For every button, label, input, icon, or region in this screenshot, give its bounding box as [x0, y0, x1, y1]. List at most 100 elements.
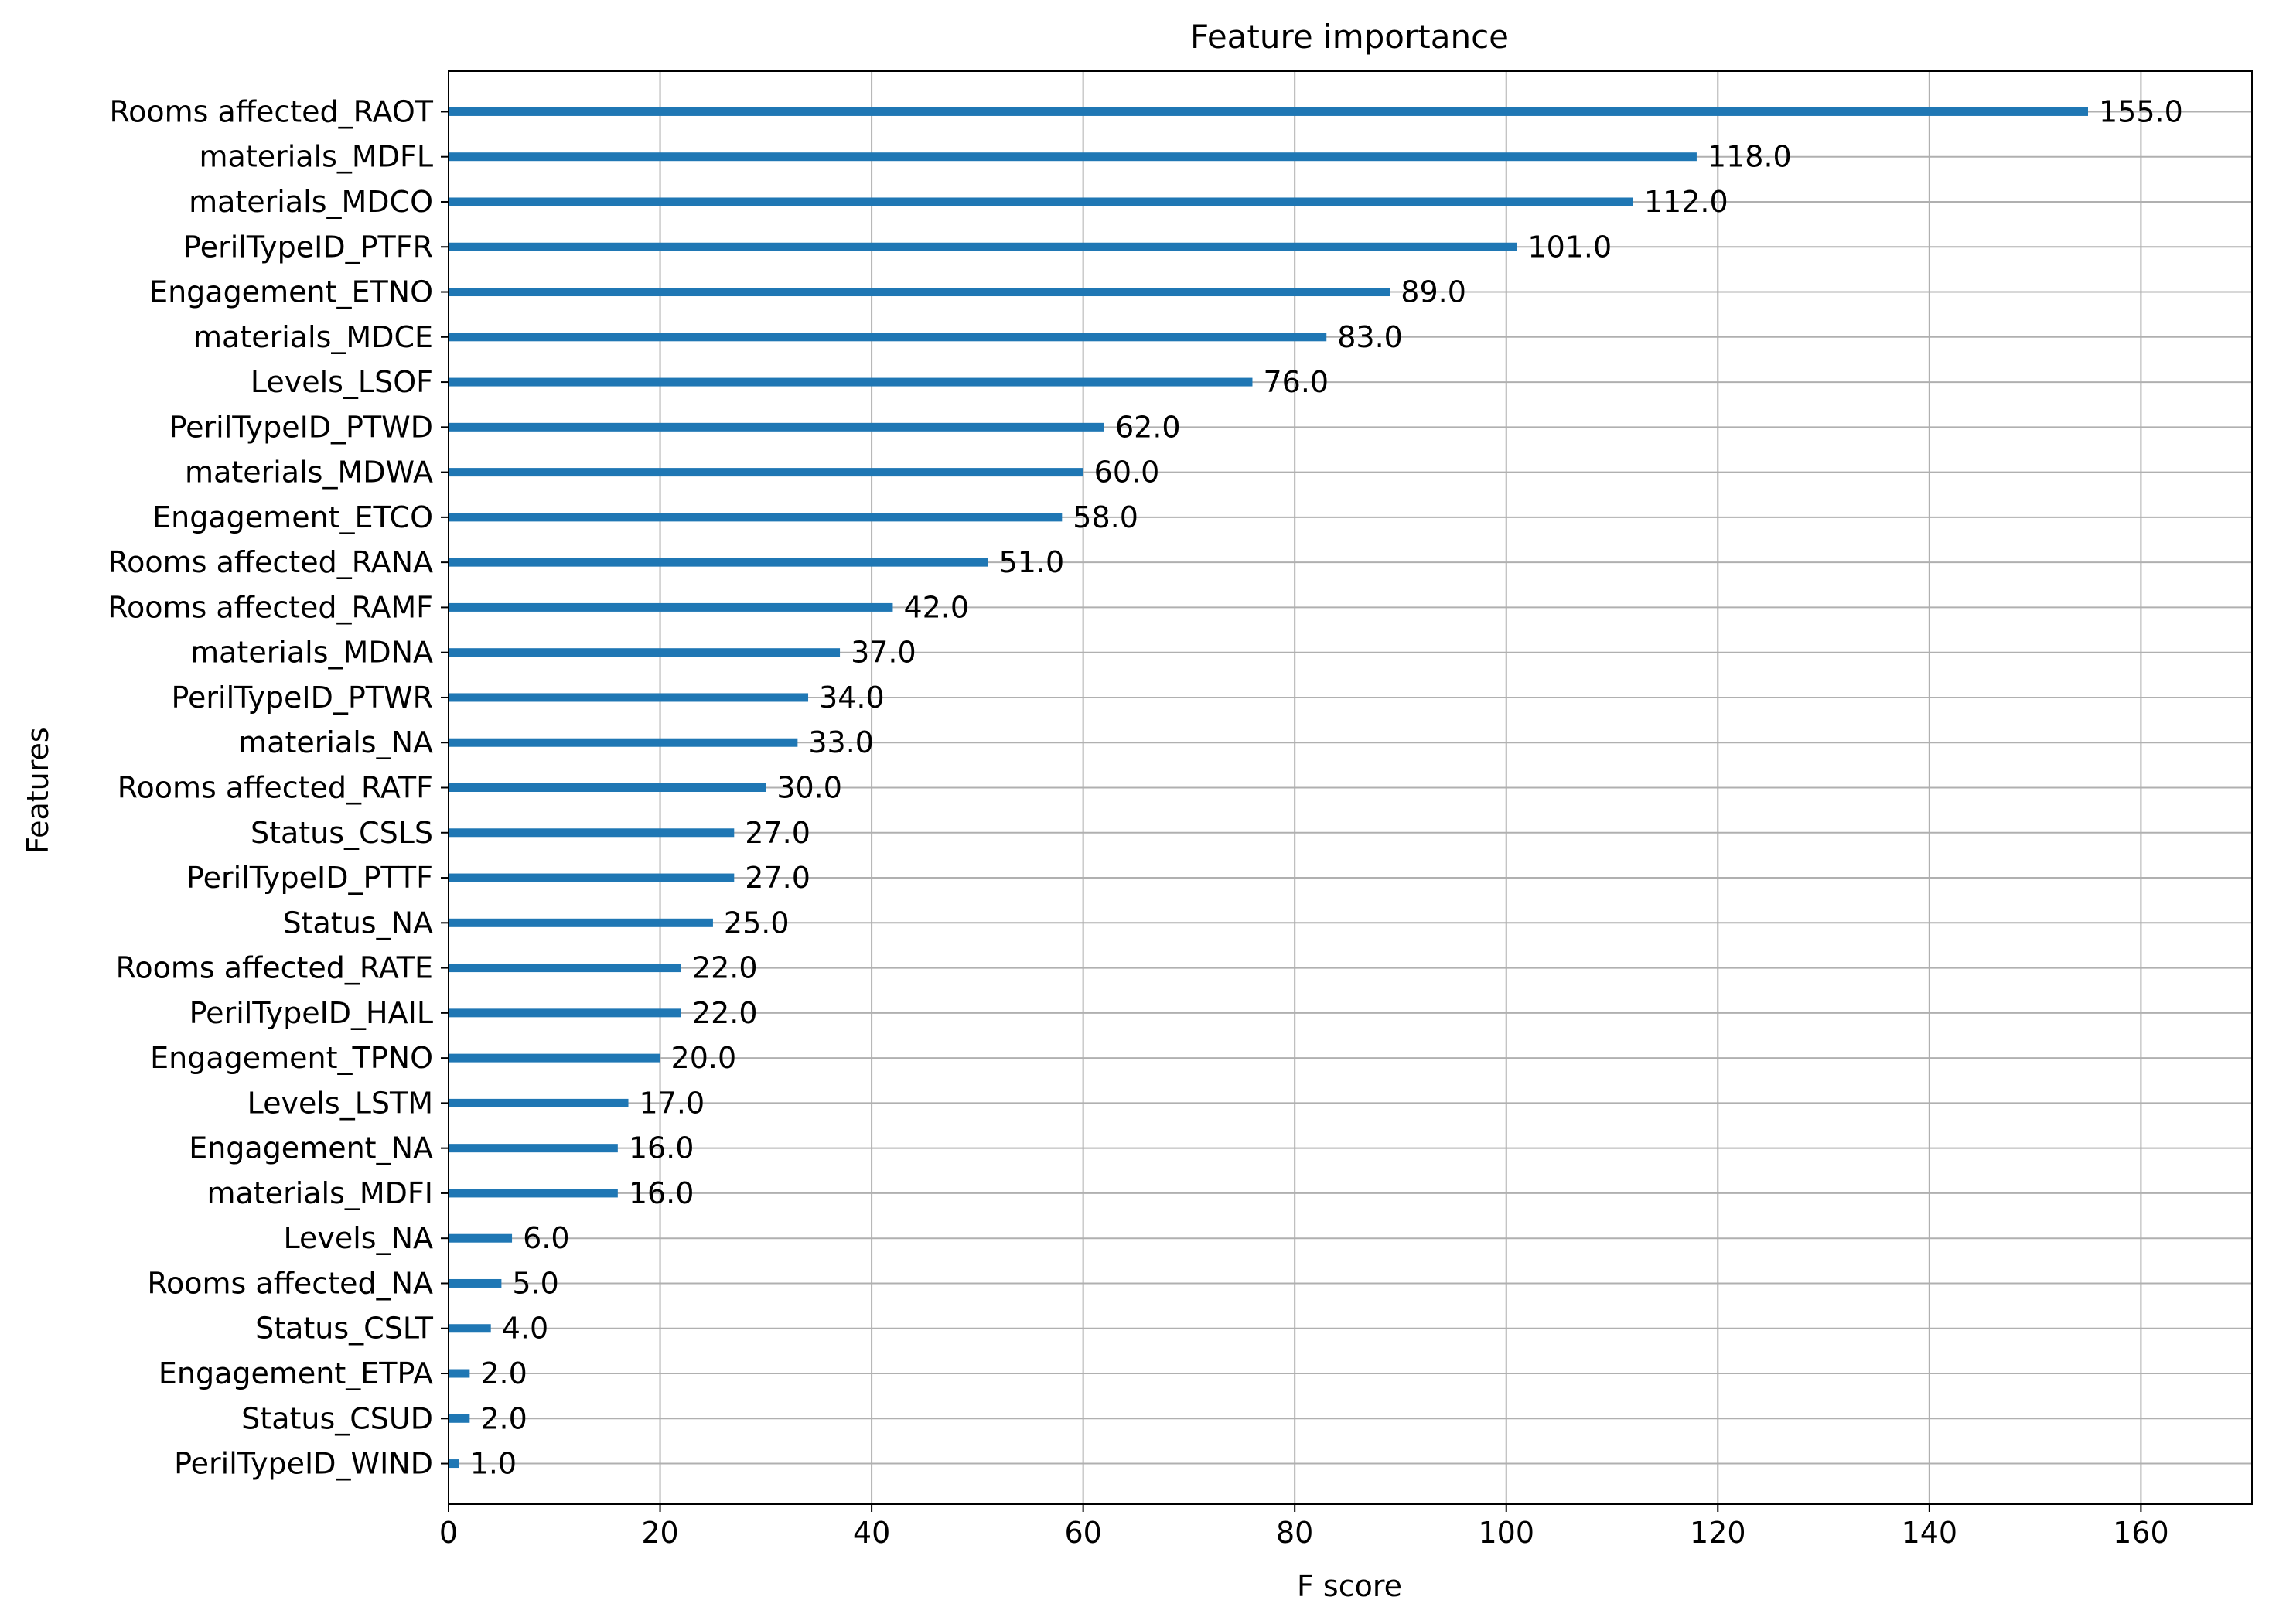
y-tick-label: Engagement_NA	[189, 1131, 433, 1165]
y-tick-label: Status_CSLT	[255, 1312, 434, 1346]
data-label: 16.0	[629, 1176, 694, 1210]
bar	[449, 288, 1390, 297]
data-label: 76.0	[1263, 365, 1329, 399]
data-label: 33.0	[808, 725, 874, 759]
data-label: 6.0	[523, 1221, 569, 1255]
x-ticks: 0 20 40 60 80 100 120 140 160	[439, 1504, 2169, 1550]
bar	[449, 558, 988, 567]
data-label: 112.0	[1644, 185, 1728, 219]
y-tick-label: PerilTypeID_PTWD	[169, 410, 433, 444]
bar	[449, 1459, 459, 1469]
y-tick-label: materials_MDFL	[200, 140, 433, 174]
y-tick-label: Engagement_ETNO	[149, 275, 433, 309]
bar	[449, 1144, 618, 1153]
data-label: 22.0	[692, 951, 758, 985]
y-tick-label: PerilTypeID_PTFR	[183, 230, 433, 264]
x-tick-label: 80	[1276, 1516, 1313, 1550]
bar	[449, 242, 1517, 251]
y-tick-label: Rooms affected_NA	[147, 1266, 433, 1300]
y-tick-label: PerilTypeID_PTWR	[171, 681, 433, 715]
y-tick-label: materials_MDWA	[185, 455, 433, 490]
x-tick-label: 40	[853, 1516, 890, 1550]
data-label: 83.0	[1337, 320, 1403, 354]
data-label: 42.0	[903, 590, 969, 624]
bar	[449, 648, 841, 657]
y-tick-label: Levels_LSTM	[247, 1086, 433, 1120]
data-label: 118.0	[1708, 140, 1792, 174]
bar	[449, 1278, 502, 1288]
bar	[449, 602, 893, 612]
y-tick-label: materials_NA	[238, 725, 433, 759]
data-label: 5.0	[512, 1266, 558, 1300]
y-tick-label: PerilTypeID_PTTF	[186, 861, 433, 895]
data-label: 62.0	[1115, 410, 1181, 444]
bar	[449, 1053, 660, 1063]
y-tick-label: Rooms affected_RAOT	[109, 94, 433, 128]
data-label: 1.0	[470, 1447, 517, 1481]
data-label: 27.0	[745, 861, 810, 895]
bar	[449, 1233, 513, 1243]
bar	[449, 107, 2088, 116]
data-label: 51.0	[999, 545, 1065, 579]
y-tick-label: Status_CSUD	[241, 1401, 433, 1435]
data-label: 60.0	[1094, 455, 1160, 490]
x-tick-label: 0	[439, 1516, 458, 1550]
data-labels: 155.0 118.0 112.0 101.0 89.0 83.076.0 62.0 60.0…	[470, 94, 2183, 1480]
y-tick-label: materials_MDNA	[190, 636, 433, 670]
y-tick-label: Engagement_TPNO	[150, 1041, 433, 1075]
data-label: 27.0	[745, 816, 810, 850]
data-label: 17.0	[640, 1086, 705, 1120]
bar	[449, 738, 798, 747]
y-tick-label: Rooms affected_RAMF	[107, 590, 433, 624]
y-tick-label: materials_MDFI	[206, 1176, 433, 1210]
data-label: 37.0	[851, 636, 916, 670]
bar	[449, 783, 766, 792]
data-label: 25.0	[724, 906, 790, 940]
bar	[449, 197, 1633, 206]
data-label: 4.0	[502, 1312, 548, 1346]
x-tick-label: 160	[2113, 1516, 2169, 1550]
x-axis-label: F score	[1297, 1569, 1402, 1603]
data-label: 2.0	[480, 1356, 527, 1390]
bar	[449, 468, 1083, 477]
data-label: 22.0	[692, 996, 758, 1030]
y-tick-label: Rooms affected_RATF	[118, 771, 433, 805]
bars	[449, 107, 2088, 1469]
y-axis-label: Features	[21, 727, 55, 853]
y-tick-label: Status_NA	[282, 906, 433, 940]
x-tick-label: 60	[1064, 1516, 1101, 1550]
bar	[449, 1189, 618, 1198]
bar	[449, 1414, 470, 1423]
data-label: 30.0	[776, 771, 842, 805]
x-tick-label: 120	[1690, 1516, 1746, 1550]
bar	[449, 873, 735, 882]
y-tick-label: Rooms affected_RANA	[107, 545, 433, 579]
x-tick-label: 20	[641, 1516, 678, 1550]
bar	[449, 152, 1697, 162]
bar	[449, 1369, 470, 1378]
y-tick-label: Engagement_ETPA	[159, 1356, 433, 1390]
y-tick-label: Status_CSLS	[251, 816, 433, 850]
chart-title: Feature importance	[1190, 18, 1509, 56]
bar	[449, 918, 713, 927]
bar	[449, 964, 681, 973]
bar	[449, 1324, 491, 1333]
data-label: 101.0	[1527, 230, 1612, 264]
x-tick-label: 100	[1478, 1516, 1534, 1550]
bar	[449, 828, 735, 838]
y-tick-label: PerilTypeID_HAIL	[189, 996, 433, 1030]
y-tick-label: materials_MDCE	[193, 320, 433, 354]
bar	[449, 377, 1253, 387]
data-label: 89.0	[1401, 275, 1466, 309]
data-label: 2.0	[480, 1401, 527, 1435]
bar	[449, 333, 1327, 342]
y-tick-labels: Rooms affected_RAOT materials_MDFLmateria…	[107, 94, 449, 1481]
y-tick-label: materials_MDCO	[189, 185, 433, 219]
y-tick-label: Levels_LSOF	[251, 365, 433, 399]
data-label: 34.0	[819, 681, 885, 715]
data-label: 155.0	[2099, 94, 2183, 128]
y-tick-label: Engagement_ETCO	[152, 500, 433, 534]
y-tick-label: PerilTypeID_WIND	[174, 1447, 433, 1481]
